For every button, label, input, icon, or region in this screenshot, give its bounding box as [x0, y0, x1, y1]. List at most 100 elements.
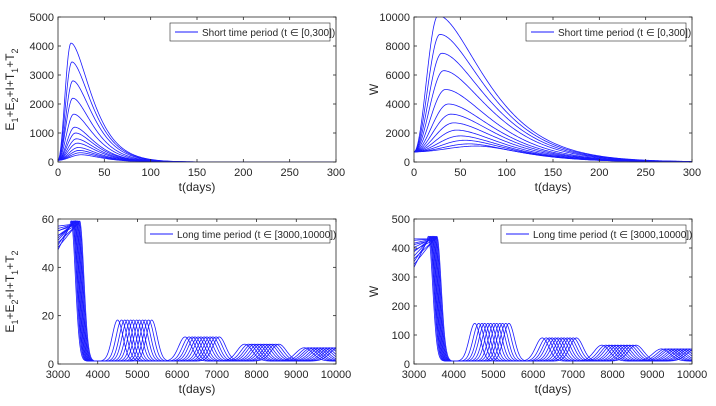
- x-tick-label: 6000: [165, 369, 189, 381]
- y-tick-label: 500: [392, 214, 410, 226]
- y-tick-label: 0: [404, 157, 410, 169]
- legend-box: [169, 22, 331, 42]
- y-axis-label: W: [367, 83, 381, 95]
- series-line: [58, 220, 336, 362]
- x-tick-label: 100: [141, 167, 159, 179]
- x-tick-label: 6000: [521, 369, 545, 381]
- x-tick-label: 0: [411, 167, 417, 179]
- x-tick-label: 7000: [205, 369, 229, 381]
- x-tick-label: 100: [497, 167, 515, 179]
- y-tick-label: 2000: [30, 99, 54, 111]
- chart-panel-bottom-right: 3000 4000 5000 6000 7000 8000 9000 10000 0 100 200…: [367, 214, 707, 396]
- x-tick-label: 8000: [600, 369, 624, 381]
- y-tick-label: 0: [404, 359, 410, 371]
- y-tick-label: 0: [48, 157, 54, 169]
- x-axis-label: t(days): [535, 382, 572, 396]
- y-label-subscript: 2: [10, 250, 20, 255]
- x-tick-label: 3000: [46, 369, 70, 381]
- legend-label: Short time period (t ∈ [0,300]): [558, 28, 691, 39]
- y-tick-label: 1000: [30, 128, 54, 140]
- series-line: [414, 235, 692, 362]
- y-tick-label: 5000: [30, 12, 54, 24]
- series-line: [58, 61, 336, 162]
- x-axis-label: t(days): [179, 382, 216, 396]
- y-tick-label: 4000: [386, 99, 410, 111]
- x-tick-label: 0: [55, 167, 61, 179]
- series-line: [414, 235, 692, 362]
- series-line: [414, 235, 692, 362]
- x-tick-label: 10000: [677, 369, 708, 381]
- series-line: [414, 89, 692, 162]
- series-line: [414, 70, 692, 162]
- x-tick-label: 150: [544, 167, 562, 179]
- x-tick-label: 250: [636, 167, 654, 179]
- y-tick-label: 400: [392, 243, 410, 255]
- series-line: [414, 135, 692, 162]
- series-line: [58, 42, 336, 162]
- series-line: [414, 139, 692, 162]
- chart-panel-bottom-left: 3000 4000 5000 6000 7000 8000 9000 10000 0 20 40 60…: [3, 214, 351, 396]
- x-tick-label: 7000: [561, 369, 585, 381]
- y-tick-label: 3000: [30, 70, 54, 82]
- series-line: [414, 236, 692, 362]
- y-axis-label: W: [367, 285, 381, 297]
- x-tick-label: 5000: [125, 369, 149, 381]
- y-label-subscript: 2: [10, 48, 20, 53]
- x-tick-label: 9000: [284, 369, 308, 381]
- x-tick-label: 3000: [402, 369, 426, 381]
- chart-panel-top-right: 0 50 100 150 200 250 300 0 2000 4000 6000 8000 10000…: [367, 12, 701, 194]
- series-line: [414, 235, 692, 362]
- y-axis-label: E1+E2+I+T1+T2: [3, 48, 20, 130]
- y-label-text: +T: [3, 53, 17, 68]
- x-tick-label: 300: [683, 167, 701, 179]
- y-label-subscript: 1: [10, 118, 20, 123]
- series-line: [414, 235, 692, 362]
- legend-box: [525, 22, 687, 42]
- y-label-text: W: [367, 285, 381, 297]
- y-tick-label: 6000: [386, 70, 410, 82]
- y-label-subscript: 2: [10, 300, 20, 305]
- legend-box: [500, 224, 687, 244]
- legend-label: Long time period (t ∈ [3000,10000]): [177, 230, 336, 241]
- y-tick-label: 100: [392, 330, 410, 342]
- y-label-text: E: [3, 325, 17, 333]
- x-tick-label: 250: [280, 167, 298, 179]
- y-label-text: +I+T: [3, 274, 17, 299]
- x-tick-label: 8000: [244, 369, 268, 381]
- y-label-text: +E: [3, 103, 17, 118]
- y-label-subscript: 2: [10, 98, 20, 103]
- series-line: [58, 138, 336, 162]
- series-line: [414, 236, 692, 362]
- x-tick-label: 200: [234, 167, 252, 179]
- y-label-text: +T: [3, 255, 17, 270]
- legend-label: Long time period (t ∈ [3000,10000]): [533, 230, 692, 241]
- plot-frame: [57, 218, 337, 365]
- x-tick-label: 5000: [481, 369, 505, 381]
- y-label-text: E: [3, 123, 17, 131]
- x-tick-label: 9000: [640, 369, 664, 381]
- x-tick-label: 150: [188, 167, 206, 179]
- x-axis-label: t(days): [535, 180, 572, 194]
- plot-frame: [413, 218, 693, 365]
- y-tick-label: 4000: [30, 41, 54, 53]
- y-tick-label: 10000: [379, 12, 410, 24]
- y-label-subscript: 1: [10, 270, 20, 275]
- series-group: [414, 235, 692, 362]
- y-tick-label: 40: [42, 262, 54, 274]
- y-axis-label: E1+E2+I+T1+T2: [3, 250, 20, 332]
- y-tick-label: 8000: [386, 41, 410, 53]
- series-group: [58, 220, 336, 362]
- y-label-subscript: 1: [10, 320, 20, 325]
- series-line: [414, 236, 692, 362]
- x-tick-label: 50: [98, 167, 110, 179]
- series-group: [58, 42, 336, 162]
- x-tick-label: 4000: [85, 369, 109, 381]
- y-label-subscript: 1: [10, 68, 20, 73]
- x-tick-label: 10000: [321, 369, 352, 381]
- x-tick-label: 300: [327, 167, 345, 179]
- series-line: [414, 236, 692, 362]
- y-tick-label: 20: [42, 311, 54, 323]
- y-tick-label: 2000: [386, 128, 410, 140]
- y-tick-label: 0: [48, 359, 54, 371]
